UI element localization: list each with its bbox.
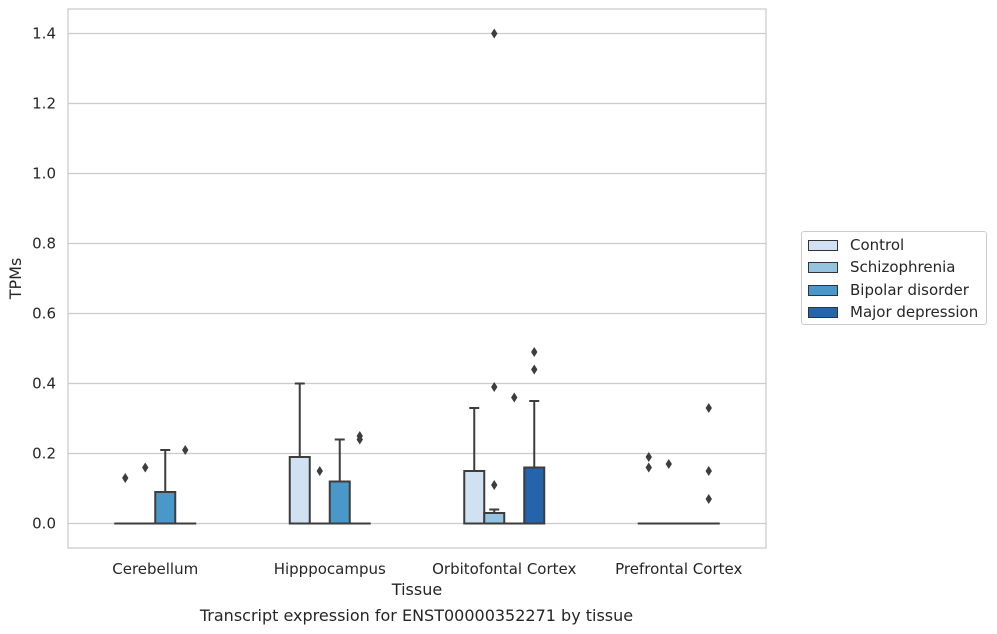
outlier-point — [705, 403, 712, 413]
box-group — [523, 347, 546, 525]
box-group — [154, 449, 177, 525]
y-tick-label: 1.4 — [32, 25, 56, 43]
y-axis-ticks: 0.0 0.2 0.4 0.6 0.8 1.0 1.2 1.4 — [32, 25, 56, 533]
grid-lines — [68, 32, 766, 525]
outlier-point — [531, 364, 538, 375]
box-group — [697, 403, 720, 525]
outlier-point — [491, 28, 498, 39]
legend-label-bipolar-disorder: Bipolar disorder — [850, 281, 969, 299]
series-bipolar-disorder — [154, 392, 700, 525]
legend-item-schizophrenia: Schizophrenia — [808, 257, 955, 277]
box-group — [174, 445, 197, 525]
legend-swatch-control — [808, 239, 838, 251]
plot-frame — [67, 8, 767, 549]
box-group — [463, 407, 486, 525]
series-control — [114, 382, 660, 525]
box — [288, 456, 311, 525]
y-tick-label: 0.6 — [32, 305, 56, 323]
box-group — [483, 28, 506, 525]
legend-label-major-depression: Major depression — [850, 303, 979, 321]
box-group — [288, 382, 311, 525]
legend-swatch-major-depression — [808, 306, 838, 318]
outlier-point — [665, 459, 672, 469]
series-schizophrenia — [134, 28, 680, 525]
box-group — [503, 392, 526, 525]
outlier-point — [491, 480, 498, 490]
legend-swatch-schizophrenia — [808, 261, 838, 273]
box — [328, 480, 351, 525]
y-tick-label: 0.4 — [32, 375, 56, 393]
outlier-point — [356, 431, 363, 441]
box — [154, 491, 177, 525]
legend: Control Schizophrenia Bipolar disorder M… — [801, 231, 987, 325]
box-group — [134, 462, 157, 525]
outlier-point — [705, 494, 712, 504]
box-group — [114, 473, 137, 525]
outlier-point — [511, 392, 518, 403]
x-tick-label: Prefrontal Cortex — [615, 560, 742, 578]
legend-label-control: Control — [850, 236, 905, 254]
legend-label-schizophrenia: Schizophrenia — [850, 258, 956, 276]
y-tick-label: 0.2 — [32, 445, 56, 463]
outlier-point — [491, 382, 498, 392]
legend-item-bipolar-disorder: Bipolar disorder — [808, 280, 969, 300]
x-axis-label: Tissue — [391, 580, 442, 599]
outlier-point — [182, 445, 189, 455]
y-axis-label: TPMs — [6, 258, 25, 301]
box-group — [308, 466, 331, 525]
box-group — [348, 431, 371, 525]
x-tick-label: Hipppocampus — [274, 560, 386, 578]
series-major-depression — [174, 347, 720, 525]
y-tick-label: 1.2 — [32, 95, 56, 113]
box-group — [657, 459, 680, 525]
box-group — [637, 452, 660, 525]
box — [523, 466, 546, 525]
y-tick-label: 1.0 — [32, 165, 56, 183]
chart-caption: Transcript expression for ENST0000035227… — [199, 606, 634, 625]
box — [463, 470, 486, 525]
outlier-point — [705, 466, 712, 476]
x-axis-ticks: Cerebellum Hipppocampus Orbitofontal Corte… — [112, 560, 742, 578]
outlier-point — [316, 466, 323, 476]
legend-swatch-bipolar-disorder — [808, 284, 838, 296]
box-plot-series — [114, 28, 720, 525]
y-tick-label: 0.8 — [32, 235, 56, 253]
outlier-point — [531, 347, 538, 357]
x-tick-label: Orbitofontal Cortex — [432, 560, 576, 578]
outlier-point — [122, 473, 129, 483]
y-tick-label: 0.0 — [32, 515, 56, 533]
outlier-point — [142, 462, 149, 473]
outlier-point — [645, 452, 652, 462]
box — [483, 512, 506, 525]
legend-item-control: Control — [808, 235, 904, 255]
x-tick-label: Cerebellum — [112, 560, 198, 578]
box-group — [328, 438, 351, 525]
outlier-point — [645, 462, 652, 473]
legend-item-major-depression: Major depression — [808, 302, 978, 322]
